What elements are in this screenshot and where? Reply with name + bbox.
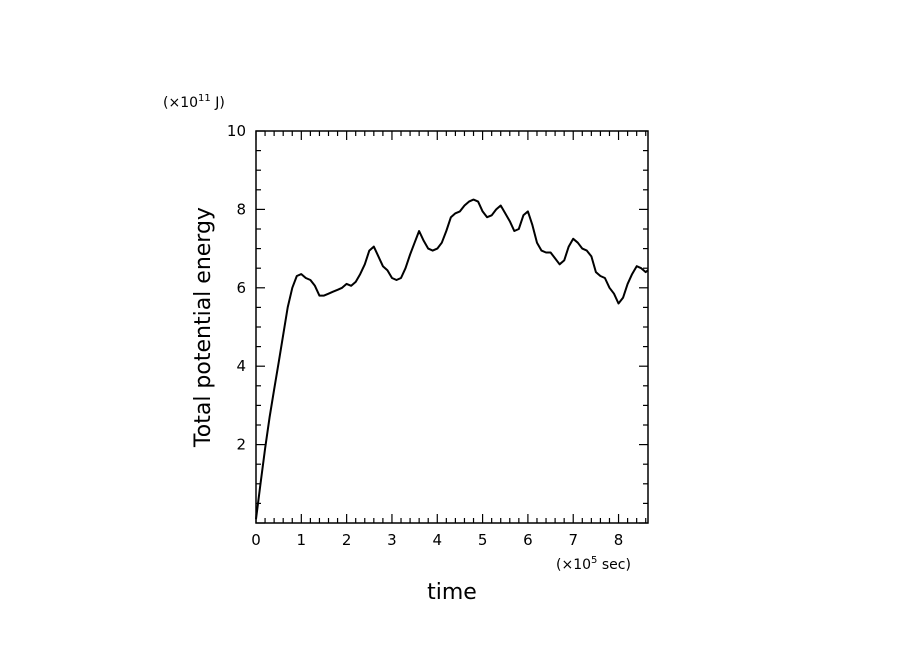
x-tick-label: 4 [432,531,442,549]
y-tick-label: 8 [236,200,246,218]
x-tick-labels: 0 1 2 3 4 5 6 7 8 [251,531,623,549]
y-tick-label: 10 [227,122,246,140]
x-tick-label: 8 [614,531,624,549]
series-line [255,198,649,520]
x-tick-label: 6 [523,531,533,549]
plot-frame [255,130,649,524]
y-tick-labels: 2 4 6 8 10 [227,122,246,454]
x-unit-label: (×105 sec) [556,555,631,573]
x-tick-label: 1 [297,531,307,549]
x-tick-label: 7 [568,531,578,549]
x-tick-label: 5 [478,531,488,549]
y-unit-label: (×1011 J) [163,93,225,111]
x-tick-label: 3 [387,531,397,549]
x-tick-label: 2 [342,531,352,549]
y-tick-label: 4 [236,357,246,375]
x-tick-label: 0 [251,531,261,549]
y-tick-label: 6 [236,279,246,297]
x-axis-title: time [427,580,477,605]
y-axis-title: Total potential energy [191,207,216,448]
axis-ticks [255,130,648,524]
y-tick-label: 2 [236,436,246,454]
